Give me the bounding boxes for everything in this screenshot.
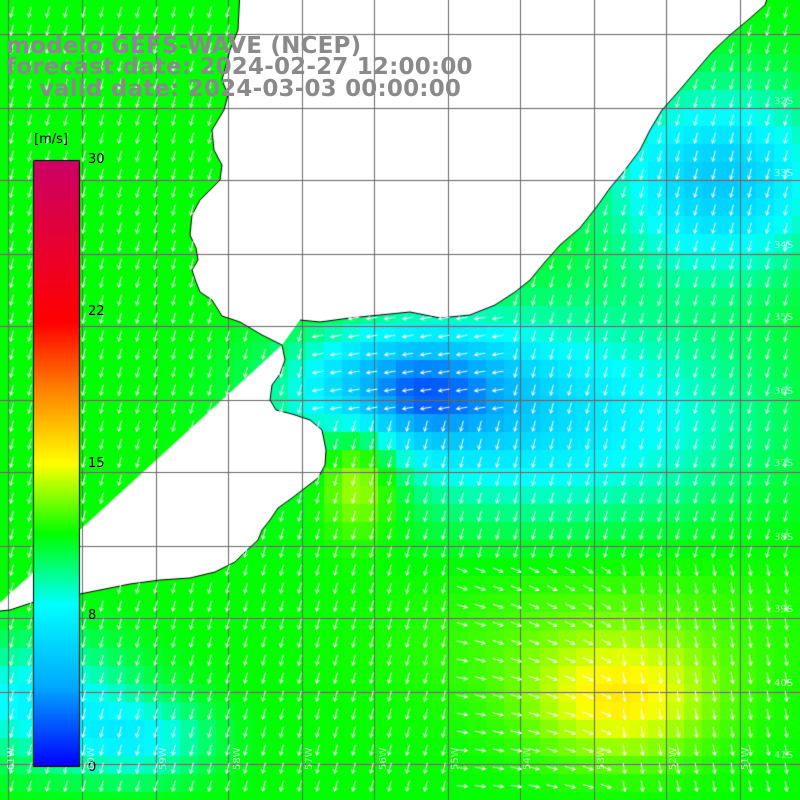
colorbar-tick-22: 22 (88, 304, 105, 319)
lat-label: 32S (774, 96, 794, 107)
lat-label: 39S (774, 604, 794, 615)
colorbar-tick-15: 15 (88, 456, 105, 471)
lat-label: 36S (774, 386, 794, 397)
lon-label: 61W (6, 747, 17, 770)
lon-label: 53W (596, 747, 607, 770)
colorbar-unit: [m/s] (34, 132, 68, 147)
lat-label: 41S (774, 750, 794, 761)
lat-label: 40S (774, 678, 794, 689)
forecast-date: forecast date: 2024-02-27 12:00:00 (6, 54, 473, 80)
model-title: modelo GEFS-WAVE (NCEP) (6, 33, 362, 59)
lon-label: 57W (304, 747, 315, 770)
lon-label: 51W (740, 747, 751, 770)
lat-label: 33S (774, 168, 794, 179)
lon-label: 58W (232, 747, 243, 770)
lat-label: 35S (774, 312, 794, 323)
lat-label: 37S (774, 458, 794, 469)
colorbar-tick-0: 0 (88, 760, 97, 775)
lat-label: 38S (774, 532, 794, 543)
lon-label: 54W (522, 747, 533, 770)
colorbar-tick-8: 8 (88, 608, 97, 623)
lat-label: 34S (774, 240, 794, 251)
lon-label: 52W (668, 747, 679, 770)
lon-label: 59W (158, 747, 169, 770)
colorbar-tick-30: 30 (88, 152, 105, 167)
valid-date: valid date: 2024-03-03 00:00:00 (6, 76, 462, 102)
lon-label: 56W (378, 747, 389, 770)
lon-label: 55W (450, 747, 461, 770)
lon-label: 60W (86, 747, 97, 770)
